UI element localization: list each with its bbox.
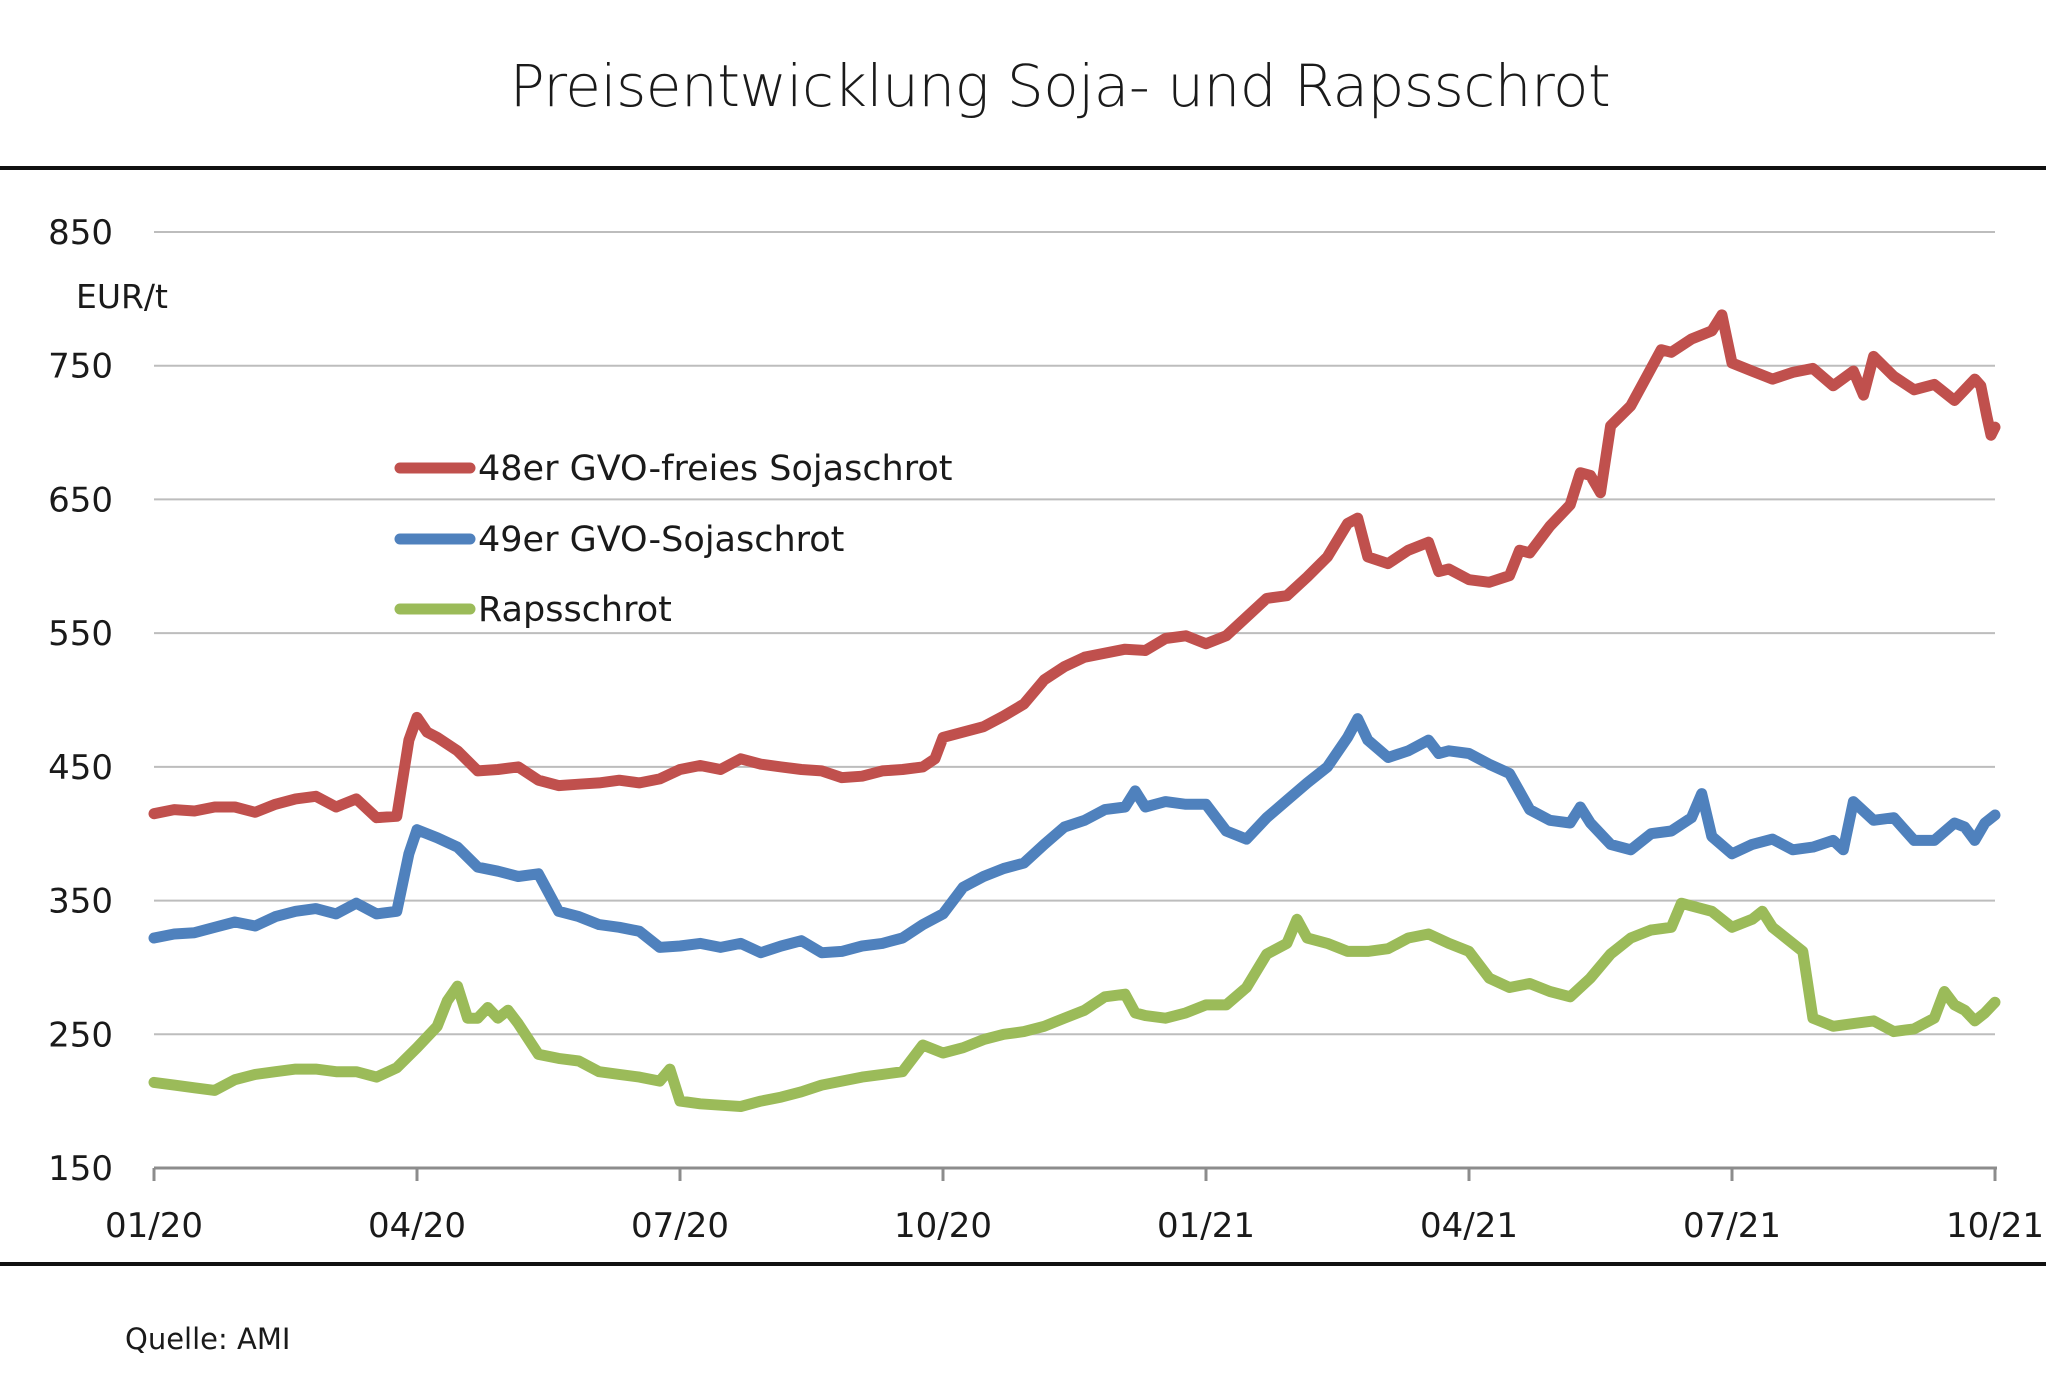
chart-title: Preisentwicklung Soja- und Rapsschrot (509, 52, 1611, 120)
x-tick-label: 04/21 (1420, 1206, 1518, 1246)
series-line-2 (148, 713, 2001, 959)
series-line-3 (148, 897, 2001, 1112)
x-axis: 01/20 04/20 07/20 10/20 01/21 04/21 07/21 10/21 (105, 1166, 2044, 1246)
series-line-1 (148, 309, 2001, 824)
x-tick-label: 07/20 (631, 1206, 729, 1246)
y-tick-label: 250 (48, 1015, 113, 1055)
legend-label: 49er GVO-Sojaschrot (478, 520, 844, 560)
y-axis-unit-label: EUR/t (76, 277, 168, 316)
top-divider (0, 166, 2046, 170)
legend-item: 48er GVO-freies Sojaschrot (394, 449, 953, 489)
x-tick-label: 01/20 (105, 1206, 203, 1246)
bottom-divider (0, 1262, 2046, 1266)
x-tick-label: 10/21 (1946, 1206, 2044, 1246)
y-axis-ticks: 150 250 350 450 550 650 750 850 (48, 213, 113, 1189)
legend-item: Rapsschrot (394, 590, 672, 630)
series-lines (148, 309, 2001, 1112)
y-tick-label: 450 (48, 748, 113, 788)
y-tick-label: 850 (48, 213, 113, 253)
legend-label: Rapsschrot (478, 590, 672, 630)
x-tick-label: 01/21 (1157, 1206, 1255, 1246)
x-tick-label: 07/21 (1683, 1206, 1781, 1246)
y-tick-label: 550 (48, 614, 113, 654)
legend: 48er GVO-freies Sojaschrot 49er GVO-Sojas… (394, 449, 953, 630)
legend-item: 49er GVO-Sojaschrot (394, 520, 844, 560)
source-note: Quelle: AMI (125, 1322, 291, 1356)
y-tick-label: 650 (48, 480, 113, 520)
legend-label: 48er GVO-freies Sojaschrot (478, 449, 953, 489)
y-tick-label: 350 (48, 882, 113, 922)
x-tick-label: 10/20 (894, 1206, 992, 1246)
y-tick-label: 750 (48, 347, 113, 387)
x-tick-label: 04/20 (368, 1206, 466, 1246)
y-tick-label: 150 (48, 1149, 113, 1189)
